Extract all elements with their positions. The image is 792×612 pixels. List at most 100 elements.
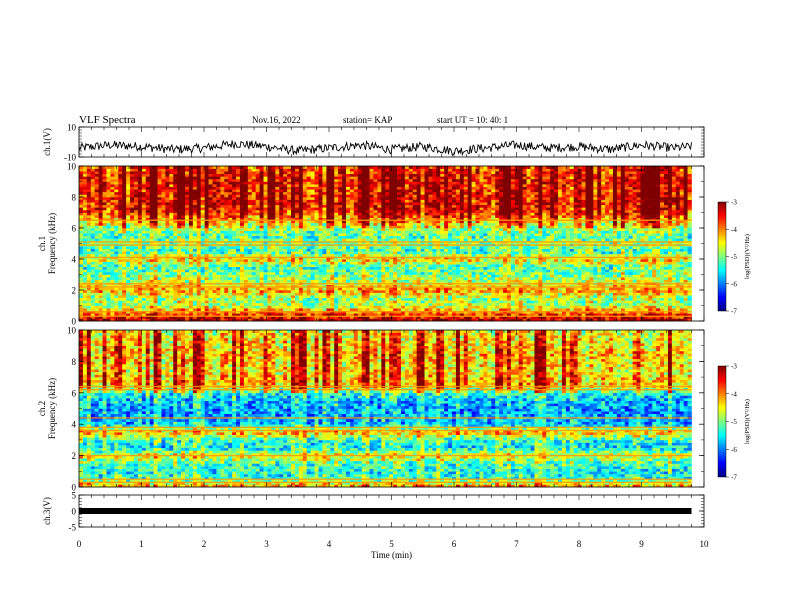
spectrogram-cell bbox=[624, 261, 629, 265]
spectrogram-cell bbox=[609, 279, 614, 283]
spectrogram-cell bbox=[491, 292, 496, 296]
spectrogram-cell bbox=[467, 248, 472, 252]
spectrogram-cell bbox=[542, 251, 547, 255]
spectrogram-cell bbox=[605, 248, 610, 252]
spectrogram-cell bbox=[239, 253, 245, 257]
spectrogram-cell bbox=[561, 287, 567, 291]
spectrogram-cell bbox=[271, 246, 276, 249]
spectrogram-cell bbox=[94, 315, 99, 319]
spectrogram-cell bbox=[424, 315, 429, 319]
spectrogram-cell bbox=[448, 292, 453, 296]
spectrogram-cell bbox=[514, 302, 520, 306]
spectrogram-cell bbox=[314, 315, 319, 319]
spectrogram-cell bbox=[353, 279, 359, 283]
spectrogram-cell bbox=[483, 277, 488, 280]
spectrogram-cell bbox=[667, 287, 673, 291]
spectrogram-cell bbox=[671, 259, 677, 262]
spectrogram-cell bbox=[232, 246, 237, 249]
spectrogram-cell bbox=[345, 318, 351, 322]
spectrogram-cell bbox=[518, 274, 523, 278]
spectrogram-cell bbox=[554, 264, 559, 268]
spectrogram-cell bbox=[200, 269, 205, 273]
spectrogram-cell bbox=[550, 264, 555, 268]
spectrogram-cell bbox=[157, 279, 162, 283]
spectrogram-cell bbox=[212, 274, 217, 278]
spectrogram-cell bbox=[679, 318, 684, 322]
spectrogram-cell bbox=[385, 297, 390, 301]
spectrogram-cell bbox=[550, 287, 555, 291]
spectrogram-cell bbox=[361, 259, 366, 262]
spectrogram-cell bbox=[177, 269, 182, 273]
spectrogram-cell bbox=[98, 305, 103, 309]
spectrogram-cell bbox=[522, 251, 527, 255]
spectrogram-cell bbox=[98, 253, 103, 257]
spectrogram-cell bbox=[499, 261, 504, 265]
spectrogram-cell bbox=[126, 308, 131, 311]
spectrogram-cell bbox=[204, 287, 209, 291]
spectrogram-cell bbox=[683, 297, 688, 301]
spectrogram-cell bbox=[644, 290, 649, 293]
spectrogram-cell bbox=[581, 253, 586, 257]
spectrogram-cell bbox=[94, 264, 99, 268]
spectrogram-cell bbox=[558, 277, 563, 280]
spectrogram-cell bbox=[342, 315, 347, 319]
spectrogram-cell bbox=[683, 253, 688, 257]
spectrogram-cell bbox=[510, 318, 516, 322]
spectrogram-cell bbox=[675, 292, 681, 296]
spectrogram-cell bbox=[98, 313, 103, 317]
spectrogram-cell bbox=[538, 264, 543, 268]
spectrogram-cell bbox=[239, 274, 245, 278]
spectrogram-cell bbox=[389, 253, 394, 257]
spectrogram-cell bbox=[506, 271, 512, 275]
spectrogram-cell bbox=[522, 266, 527, 270]
spectrogram-cell bbox=[149, 297, 154, 301]
spectrogram-cell bbox=[514, 277, 520, 280]
spectrogram-cell bbox=[428, 308, 433, 311]
spectrogram-cell bbox=[228, 271, 233, 275]
spectrogram-cell bbox=[393, 261, 398, 265]
spectrogram-cell bbox=[483, 318, 488, 322]
spectrogram-cell bbox=[188, 266, 194, 270]
spectrogram-cell bbox=[291, 308, 296, 311]
spectrogram-cell bbox=[169, 269, 174, 273]
spectrogram-cell bbox=[188, 313, 194, 317]
spectrogram-cell bbox=[448, 300, 453, 304]
spectrogram-cell bbox=[620, 305, 626, 309]
spectrogram-cell bbox=[585, 264, 590, 268]
spectrogram-cell bbox=[483, 305, 488, 309]
spectrogram-cell bbox=[118, 279, 123, 283]
spectrogram-cell bbox=[393, 266, 398, 270]
spectrogram-cell bbox=[561, 261, 567, 265]
spectrogram-cell bbox=[212, 305, 217, 309]
spectrogram-cell bbox=[671, 277, 677, 280]
spectrogram-cell bbox=[204, 300, 209, 304]
spectrogram-cell bbox=[640, 318, 645, 322]
spectrogram-cell bbox=[389, 308, 394, 311]
spectrogram-cell bbox=[420, 287, 425, 291]
spectrogram-cell bbox=[185, 279, 190, 283]
spectrogram-cell bbox=[589, 251, 594, 255]
spectrogram-cell bbox=[679, 277, 684, 280]
spectrogram-cell bbox=[338, 318, 343, 322]
spectrogram-cell bbox=[656, 259, 661, 262]
spectrogram-cell bbox=[118, 261, 123, 265]
spectrogram-cell bbox=[471, 279, 476, 283]
spectrogram-cell bbox=[589, 287, 594, 291]
spectrogram-cell bbox=[624, 295, 629, 299]
spectrogram-cell bbox=[267, 269, 272, 273]
spectrogram-cell bbox=[459, 259, 465, 262]
spectrogram-cell bbox=[530, 264, 535, 268]
spectrogram-cell bbox=[185, 277, 190, 280]
spectrogram-cell bbox=[279, 308, 284, 311]
spectrogram-cell bbox=[660, 259, 665, 262]
spectrogram-cell bbox=[628, 308, 633, 311]
spectrogram-cell bbox=[224, 248, 229, 252]
spectrogram-cell bbox=[636, 251, 641, 255]
spectrogram-cell bbox=[636, 253, 641, 257]
spectrogram-cell bbox=[177, 253, 182, 257]
spectrogram-cell bbox=[593, 315, 598, 319]
spectrogram-cell bbox=[420, 313, 425, 317]
spectrogram-cell bbox=[90, 297, 96, 301]
y-tick-label: 10 bbox=[67, 123, 77, 133]
spectrogram-cell bbox=[558, 269, 563, 273]
